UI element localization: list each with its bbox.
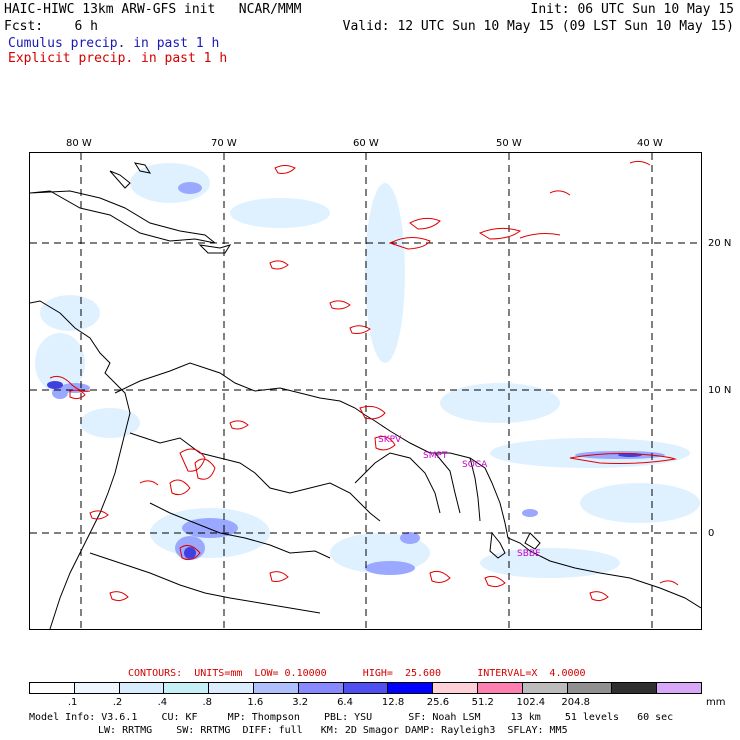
model-info-line2: LW: RRTMG SW: RRTMG DIFF: full KM: 2D Sm… [98, 725, 568, 736]
legend-swatch [433, 683, 478, 693]
legend-label: .4 [157, 697, 168, 708]
legend-label: 6.4 [337, 697, 353, 708]
legend-swatch [567, 683, 613, 693]
legend-swatch [164, 683, 210, 693]
legend-swatch [388, 683, 434, 693]
legend-swatch [253, 683, 299, 693]
legend-label: 1.6 [247, 697, 264, 708]
legend-label: 102.4 [516, 697, 546, 708]
legend-swatch [522, 683, 568, 693]
station-label: SBBE [517, 549, 541, 559]
legend-swatch [298, 683, 344, 693]
forecast-hour: Fcst: 6 h [4, 19, 98, 34]
contour-info: CONTOURS: UNITS=mm LOW= 0.10000 HIGH= 25… [128, 668, 586, 679]
init-time: Init: 06 UTC Sun 10 May 15 [530, 2, 735, 17]
model-info-line1: Model Info: V3.6.1 CU: KF MP: Thompson P… [29, 712, 674, 723]
coastlines [29, 162, 702, 630]
legend-swatch [343, 683, 389, 693]
legend-label: .1 [67, 697, 78, 708]
legend-label: .8 [202, 697, 212, 708]
legend-unit: mm [706, 697, 726, 708]
legend-label: 25.6 [426, 697, 450, 708]
legend-swatch [612, 683, 658, 693]
cumulus-label: Cumulus precip. in past 1 h [8, 36, 220, 51]
legend-swatch [657, 683, 701, 693]
lat-label: 0 [708, 528, 715, 539]
title-line: HAIC-HIWC 13km ARW-GFS init NCAR/MMM [4, 2, 302, 17]
station-label: SMPT [423, 451, 448, 461]
lon-label: 80 W [66, 138, 92, 149]
explicit-label: Explicit precip. in past 1 h [8, 51, 228, 66]
cumulus-precip-heavy [52, 182, 665, 575]
cumulus-precip-layer [35, 163, 700, 578]
legend-label: 12.8 [381, 697, 405, 708]
map-canvas [29, 153, 702, 630]
explicit-precip-contours [49, 160, 679, 602]
legend-swatch [209, 683, 254, 693]
legend-swatch [74, 683, 120, 693]
lon-label: 70 W [211, 138, 237, 149]
valid-time: Valid: 12 UTC Sun 10 May 15 (09 LST Sun … [342, 19, 734, 34]
lon-label: 40 W [637, 138, 663, 149]
station-label: SKPV [378, 435, 402, 445]
legend-label: 3.2 [292, 697, 309, 708]
map-panel [29, 152, 702, 630]
graticule [30, 153, 701, 629]
lon-label: 50 W [496, 138, 522, 149]
lat-label: 10 N [708, 385, 732, 396]
legend-swatch [30, 683, 75, 693]
lat-label: 20 N [708, 238, 732, 249]
legend-label: 204.8 [561, 697, 591, 708]
station-label: SOCA [462, 460, 488, 470]
color-legend [29, 682, 702, 694]
lon-label: 60 W [353, 138, 379, 149]
legend-swatch [477, 683, 523, 693]
legend-label: 51.2 [471, 697, 494, 708]
legend-label: .2 [112, 697, 123, 708]
legend-swatch [119, 683, 165, 693]
